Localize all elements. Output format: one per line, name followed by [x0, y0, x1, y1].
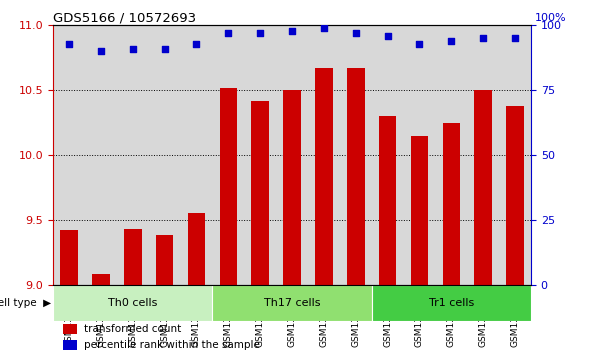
- Point: [160, 46, 169, 52]
- Bar: [92, 274, 110, 285]
- Text: 100%: 100%: [535, 13, 567, 23]
- Text: percentile rank within the sample: percentile rank within the sample: [84, 340, 260, 350]
- Bar: [219, 87, 237, 285]
- Point: [383, 33, 392, 39]
- Point: [351, 30, 360, 36]
- Point: [287, 28, 297, 33]
- Bar: [442, 123, 460, 285]
- Bar: [283, 90, 301, 285]
- Bar: [63, 324, 77, 334]
- Point: [192, 41, 201, 46]
- Point: [96, 48, 106, 54]
- Text: GDS5166 / 10572693: GDS5166 / 10572693: [53, 11, 196, 24]
- Bar: [506, 106, 524, 285]
- Bar: [212, 285, 372, 321]
- Bar: [347, 68, 365, 285]
- Bar: [315, 68, 333, 285]
- Text: Tr1 cells: Tr1 cells: [429, 298, 474, 308]
- Point: [319, 25, 329, 31]
- Bar: [251, 101, 269, 285]
- Bar: [372, 285, 531, 321]
- Bar: [156, 236, 173, 285]
- Text: cell type  ▶: cell type ▶: [0, 298, 51, 308]
- Text: transformed count: transformed count: [84, 324, 181, 334]
- Bar: [379, 116, 396, 285]
- Bar: [124, 229, 142, 285]
- Point: [255, 30, 265, 36]
- Point: [128, 46, 137, 52]
- Bar: [63, 340, 77, 350]
- Bar: [411, 136, 428, 285]
- Text: Th0 cells: Th0 cells: [108, 298, 158, 308]
- Point: [447, 38, 456, 44]
- Bar: [474, 90, 492, 285]
- Point: [415, 41, 424, 46]
- Bar: [53, 285, 212, 321]
- Point: [64, 41, 74, 46]
- Point: [224, 30, 233, 36]
- Point: [478, 36, 488, 41]
- Text: Th17 cells: Th17 cells: [264, 298, 320, 308]
- Bar: [188, 213, 205, 285]
- Point: [510, 36, 520, 41]
- Bar: [60, 230, 78, 285]
